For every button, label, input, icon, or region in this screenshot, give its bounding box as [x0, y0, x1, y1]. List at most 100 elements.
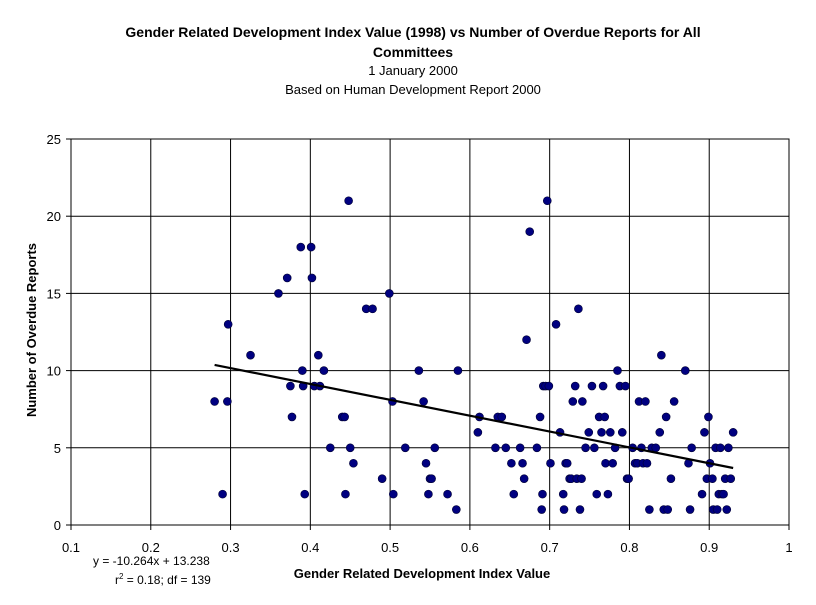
data-point: [584, 428, 594, 437]
data-point: [559, 505, 569, 514]
r-squared-exponent: 2: [119, 572, 124, 581]
data-point: [430, 443, 440, 453]
chart-subtitle-source: Based on Human Development Report 2000: [285, 82, 541, 97]
data-point: [669, 397, 679, 406]
data-point: [535, 412, 545, 422]
data-point: [286, 381, 295, 391]
data-point: [704, 412, 713, 422]
data-point: [712, 505, 722, 514]
data-point: [223, 319, 233, 329]
r-squared-value: = 0.18; df = 139: [123, 573, 211, 587]
data-point: [298, 366, 307, 375]
trendline-statistics: r2 = 0.18; df = 139: [115, 572, 211, 587]
data-point: [574, 304, 583, 314]
data-point: [368, 304, 377, 314]
x-tick-label: 0.9: [700, 540, 718, 555]
data-point: [452, 505, 461, 514]
data-point: [708, 474, 717, 483]
data-point: [575, 505, 585, 514]
data-point: [525, 227, 535, 236]
data-point: [501, 443, 511, 453]
data-point: [568, 397, 578, 406]
data-point: [592, 489, 602, 499]
data-point: [515, 443, 525, 453]
data-point: [497, 412, 507, 422]
data-point: [608, 458, 617, 468]
data-point: [518, 458, 527, 468]
data-point: [598, 381, 608, 391]
data-point: [613, 366, 622, 375]
data-point: [314, 350, 323, 360]
data-point: [624, 474, 633, 483]
trendline-equation: y = -10.264x + 13.238: [93, 554, 210, 568]
x-tick-label: 0.6: [461, 540, 479, 555]
data-point: [274, 289, 283, 298]
data-point: [344, 196, 353, 206]
x-tick-label: 0.7: [541, 540, 559, 555]
data-point: [685, 505, 695, 514]
data-point: [700, 428, 709, 437]
data-point: [605, 428, 615, 437]
data-point: [419, 397, 428, 406]
y-axis-ticks: 0 5 10 15 20 25: [47, 132, 71, 533]
y-tick-label: 15: [47, 286, 61, 301]
data-point: [345, 443, 355, 453]
data-point: [542, 196, 552, 206]
data-point: [558, 489, 568, 499]
y-tick-label: 0: [54, 518, 61, 533]
data-point: [349, 458, 358, 468]
data-point: [340, 412, 349, 422]
data-point: [287, 412, 297, 422]
data-point: [319, 366, 329, 375]
data-point: [697, 489, 707, 499]
y-axis-label: Number of Overdue Reports: [24, 243, 39, 417]
data-point: [544, 381, 554, 391]
x-axis-label: Gender Related Development Index Value: [294, 566, 550, 581]
data-point: [617, 428, 627, 437]
data-point: [657, 350, 666, 360]
data-point: [325, 443, 335, 453]
x-tick-label: 0.1: [62, 540, 80, 555]
data-point: [642, 458, 652, 468]
data-point: [722, 505, 732, 514]
x-tick-label: 0.5: [381, 540, 399, 555]
y-tick-label: 10: [47, 364, 61, 379]
data-point: [587, 381, 597, 391]
data-point: [424, 489, 433, 499]
data-point: [296, 242, 306, 252]
data-point: [687, 443, 696, 453]
data-point: [546, 458, 555, 468]
data-point: [223, 397, 232, 406]
data-point: [680, 366, 690, 375]
x-tick-label: 0.2: [142, 540, 160, 555]
data-point: [519, 474, 529, 483]
data-point: [453, 366, 463, 375]
data-point: [389, 489, 398, 499]
r-squared-symbol: r: [115, 573, 119, 587]
y-tick-label: 5: [54, 441, 61, 456]
data-point: [532, 443, 542, 453]
data-point: [601, 458, 610, 468]
data-point: [473, 428, 483, 437]
data-point: [282, 273, 292, 283]
data-point: [661, 412, 671, 422]
data-point: [663, 505, 673, 514]
data-point: [507, 458, 516, 468]
data-point: [726, 474, 736, 483]
gridlines: [71, 139, 789, 525]
data-point: [719, 489, 728, 499]
data-point: [728, 428, 738, 437]
data-point: [414, 366, 424, 375]
chart-title-text: Gender Related Development Index Value (…: [125, 24, 701, 60]
data-point: [655, 428, 665, 437]
data-point: [522, 335, 531, 345]
x-tick-label: 0.8: [620, 540, 638, 555]
x-tick-label: 1: [785, 540, 792, 555]
data-point: [400, 443, 410, 453]
data-point: [377, 474, 387, 483]
chart-title: Gender Related Development Index Value (…: [0, 22, 816, 62]
data-point: [421, 458, 431, 468]
data-point: [562, 458, 572, 468]
data-point: [570, 381, 580, 391]
